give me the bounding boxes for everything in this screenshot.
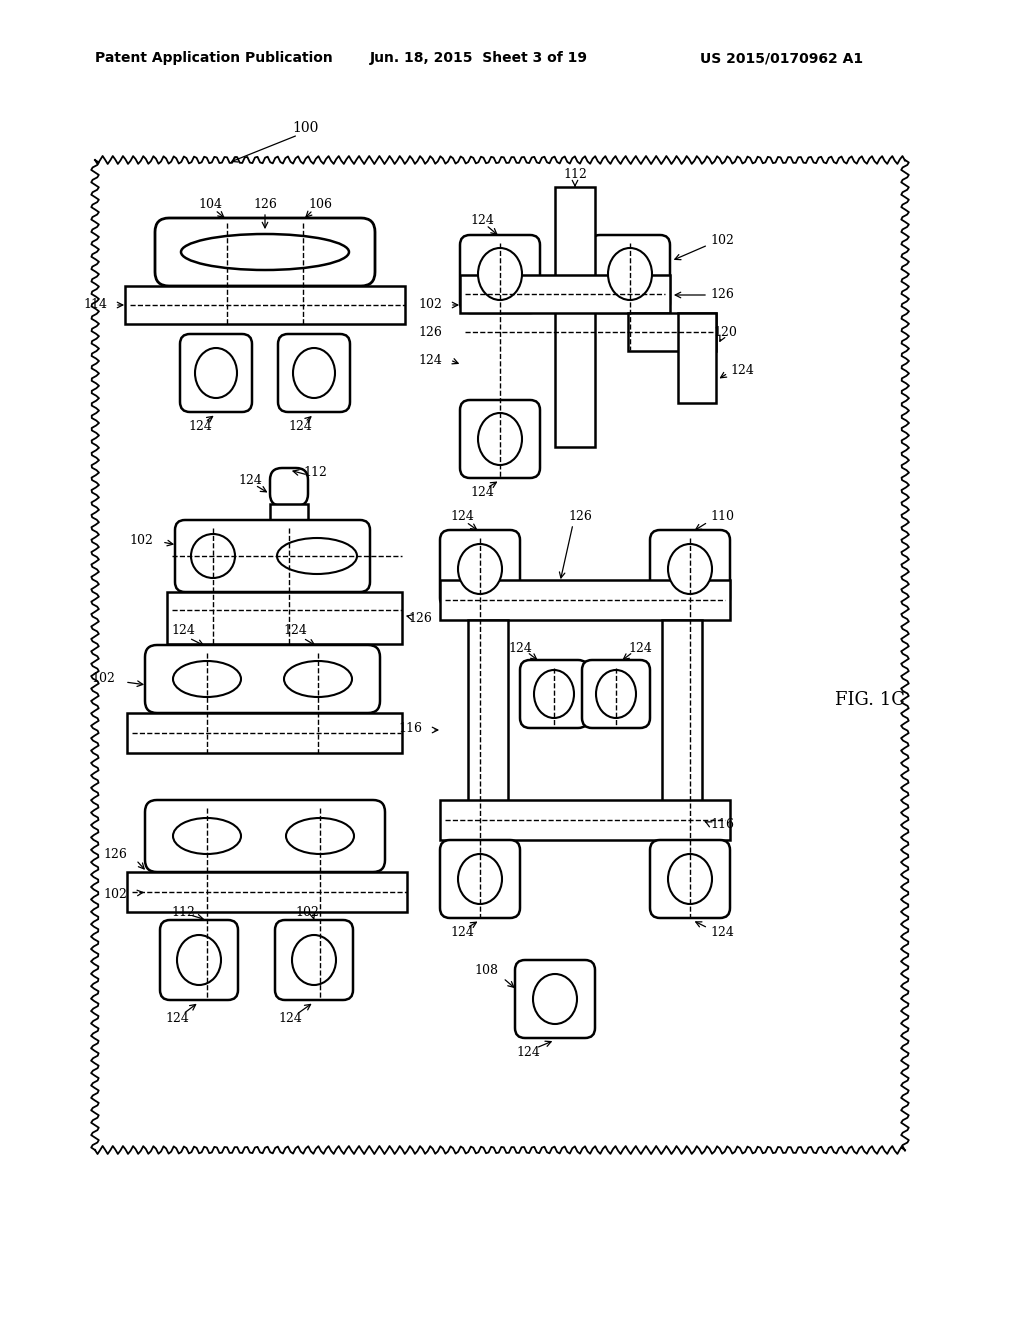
- Text: 124: 124: [288, 420, 312, 433]
- Bar: [440, 800, 730, 840]
- FancyBboxPatch shape: [145, 800, 385, 873]
- Ellipse shape: [668, 854, 712, 904]
- Text: 124: 124: [279, 1011, 302, 1024]
- Ellipse shape: [177, 935, 221, 985]
- FancyBboxPatch shape: [275, 920, 353, 1001]
- Ellipse shape: [608, 248, 652, 300]
- Text: 112: 112: [303, 466, 327, 479]
- FancyBboxPatch shape: [515, 960, 595, 1038]
- Text: 126: 126: [710, 289, 734, 301]
- Text: 124: 124: [516, 1045, 540, 1059]
- Text: 102: 102: [103, 888, 127, 902]
- Text: 124: 124: [451, 510, 474, 523]
- Text: 124: 124: [283, 624, 307, 638]
- Text: 102: 102: [710, 234, 734, 247]
- Text: 112: 112: [171, 906, 195, 919]
- Bar: [628, 313, 716, 351]
- Ellipse shape: [478, 248, 522, 300]
- Bar: [127, 713, 402, 752]
- Ellipse shape: [458, 544, 502, 594]
- Text: 124: 124: [710, 925, 734, 939]
- FancyBboxPatch shape: [278, 334, 350, 412]
- FancyBboxPatch shape: [520, 660, 588, 729]
- Text: 124: 124: [470, 214, 494, 227]
- Bar: [270, 504, 308, 644]
- Bar: [127, 873, 407, 912]
- Text: 106: 106: [308, 198, 332, 210]
- Text: 124: 124: [238, 474, 262, 487]
- FancyBboxPatch shape: [440, 840, 520, 917]
- FancyBboxPatch shape: [590, 235, 670, 313]
- Text: 124: 124: [628, 642, 652, 655]
- FancyBboxPatch shape: [145, 645, 380, 713]
- Ellipse shape: [181, 234, 349, 271]
- Bar: [167, 591, 402, 644]
- Bar: [662, 620, 702, 820]
- Text: 124: 124: [451, 925, 474, 939]
- Text: Patent Application Publication: Patent Application Publication: [95, 51, 333, 65]
- Bar: [440, 579, 730, 620]
- Text: 102: 102: [295, 906, 318, 919]
- Text: 126: 126: [103, 849, 127, 862]
- Ellipse shape: [278, 539, 357, 574]
- Text: 112: 112: [563, 169, 587, 181]
- Bar: [555, 187, 595, 447]
- FancyBboxPatch shape: [180, 334, 252, 412]
- Text: 102: 102: [418, 298, 442, 312]
- FancyBboxPatch shape: [650, 840, 730, 917]
- Text: 114: 114: [83, 298, 106, 312]
- Text: 126: 126: [408, 611, 432, 624]
- Ellipse shape: [292, 935, 336, 985]
- Text: 124: 124: [730, 363, 754, 376]
- Ellipse shape: [293, 348, 335, 399]
- FancyBboxPatch shape: [440, 531, 520, 609]
- Ellipse shape: [173, 818, 241, 854]
- FancyBboxPatch shape: [460, 400, 540, 478]
- Ellipse shape: [478, 413, 522, 465]
- Ellipse shape: [668, 544, 712, 594]
- Text: 124: 124: [171, 624, 195, 638]
- Text: 124: 124: [188, 420, 212, 433]
- Ellipse shape: [458, 854, 502, 904]
- Text: 120: 120: [713, 326, 737, 338]
- Text: 124: 124: [165, 1011, 189, 1024]
- Ellipse shape: [284, 661, 352, 697]
- FancyBboxPatch shape: [582, 660, 650, 729]
- Bar: [468, 620, 508, 820]
- Ellipse shape: [534, 671, 574, 718]
- Ellipse shape: [191, 535, 234, 578]
- Text: 116: 116: [710, 818, 734, 832]
- Text: 110: 110: [710, 510, 734, 523]
- Ellipse shape: [195, 348, 237, 399]
- FancyBboxPatch shape: [160, 920, 238, 1001]
- Text: US 2015/0170962 A1: US 2015/0170962 A1: [700, 51, 863, 65]
- Bar: [460, 275, 670, 313]
- Text: 102: 102: [91, 672, 115, 685]
- Text: 126: 126: [418, 326, 442, 338]
- Text: 104: 104: [198, 198, 222, 210]
- Text: 124: 124: [508, 642, 531, 655]
- Text: FIG. 1C: FIG. 1C: [835, 690, 905, 709]
- Ellipse shape: [286, 818, 354, 854]
- Text: 124: 124: [470, 487, 494, 499]
- FancyBboxPatch shape: [460, 235, 540, 313]
- FancyBboxPatch shape: [650, 531, 730, 609]
- Text: 126: 126: [568, 510, 592, 523]
- Text: 116: 116: [398, 722, 422, 734]
- Text: 102: 102: [129, 533, 153, 546]
- Text: 124: 124: [418, 354, 442, 367]
- Bar: [678, 313, 716, 403]
- FancyBboxPatch shape: [175, 520, 370, 591]
- Ellipse shape: [173, 661, 241, 697]
- Bar: [125, 286, 406, 323]
- FancyBboxPatch shape: [155, 218, 375, 286]
- Ellipse shape: [534, 974, 577, 1024]
- Text: 100: 100: [292, 121, 318, 135]
- FancyBboxPatch shape: [270, 469, 308, 506]
- Text: Jun. 18, 2015  Sheet 3 of 19: Jun. 18, 2015 Sheet 3 of 19: [370, 51, 588, 65]
- Ellipse shape: [596, 671, 636, 718]
- Text: 108: 108: [474, 964, 498, 977]
- Text: 126: 126: [253, 198, 276, 210]
